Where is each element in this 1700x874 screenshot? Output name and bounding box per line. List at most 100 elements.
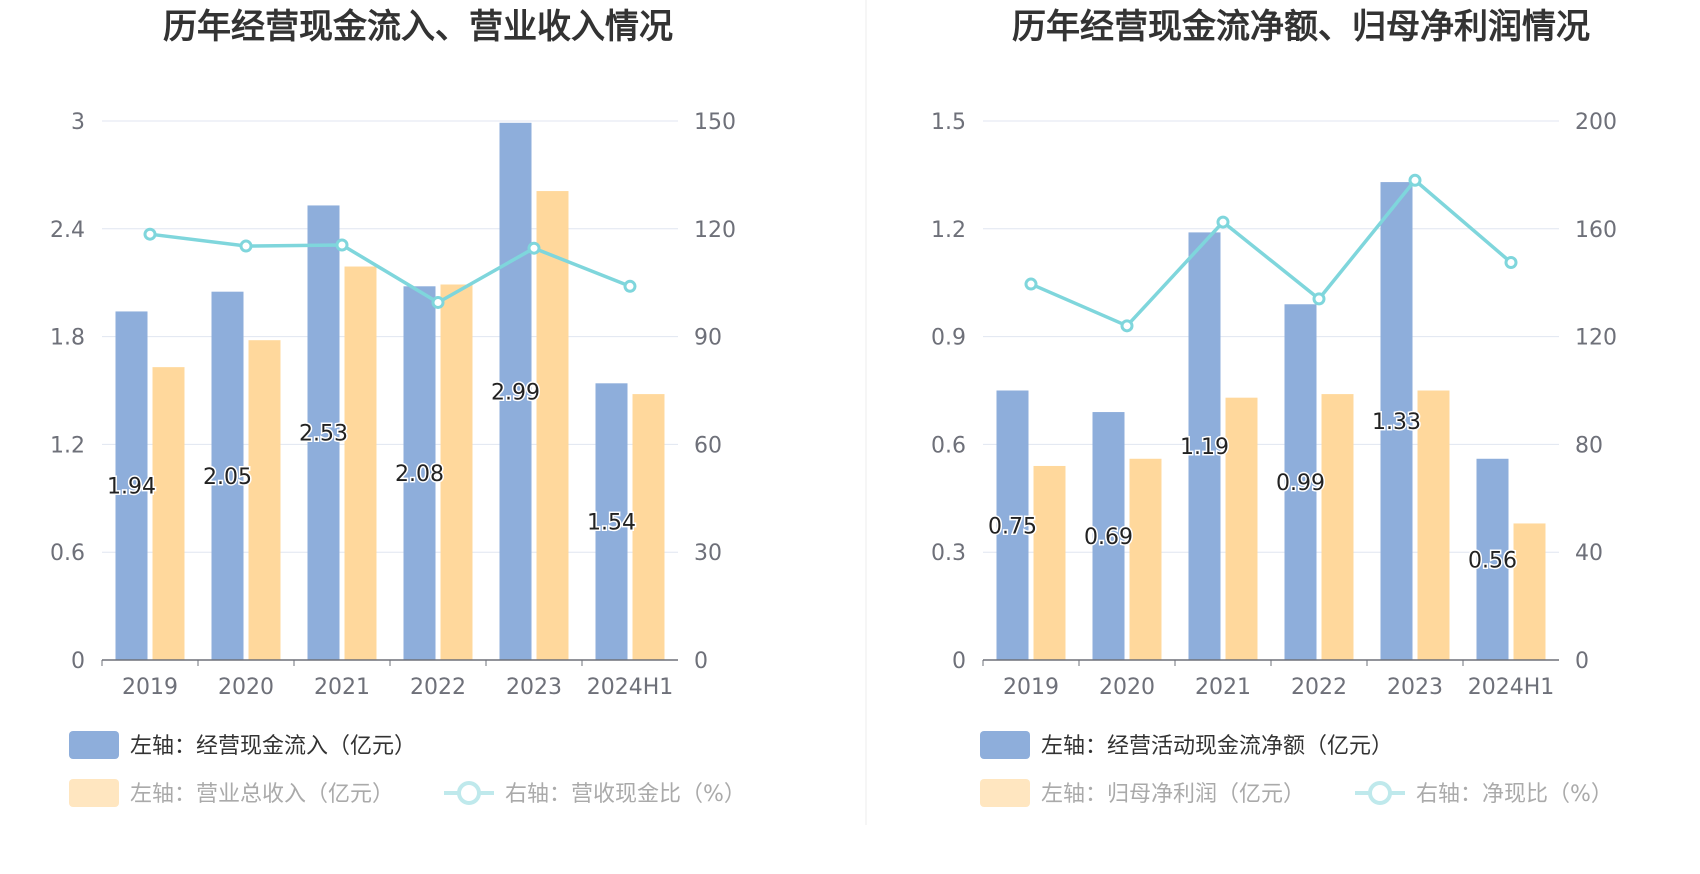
left-axis-tick-label: 1.2 xyxy=(931,218,966,243)
x-axis-tick-label: 2021 xyxy=(1195,675,1251,700)
bar-1-secondary-2019[interactable] xyxy=(1033,465,1066,660)
legend-label: 右轴：净现比（%） xyxy=(1416,782,1613,807)
left-axis-tick-label: 1.2 xyxy=(50,433,85,458)
bar-0-primary-2023[interactable] xyxy=(499,122,532,660)
legend: 左轴：经营活动现金流净额（亿元） 左轴：归母净利润（亿元） 右轴：净现比（%） xyxy=(980,731,1613,807)
data-label: 0.56 xyxy=(1468,548,1517,573)
x-axis-tick-label: 2023 xyxy=(1387,675,1443,700)
legend-label: 左轴：营业总收入（亿元） xyxy=(130,782,394,807)
ratio-point-2021[interactable] xyxy=(1216,215,1230,229)
right-axis-tick-label: 0 xyxy=(694,649,708,674)
bar-1-primary-2023[interactable] xyxy=(1380,182,1413,660)
data-label: 2.08 xyxy=(395,462,444,487)
chart-title: 历年经营现金流净额、归母净利润情况 xyxy=(1012,7,1590,47)
bar-0-secondary-2021[interactable] xyxy=(344,266,377,660)
x-axis-tick-label: 2021 xyxy=(314,675,370,700)
ratio-point-2019[interactable] xyxy=(1024,277,1038,291)
ratio-line xyxy=(149,232,631,305)
x-axis-tick-label: 2023 xyxy=(506,675,562,700)
ratio-point-2020[interactable] xyxy=(239,239,253,253)
legend-item-revenue-cash-ratio[interactable]: 右轴：营收现金比（%） xyxy=(444,781,746,807)
bar-1-secondary-2024H1[interactable] xyxy=(1513,523,1546,660)
left-axis-tick-label: 0 xyxy=(952,649,966,674)
data-label: 1.54 xyxy=(587,511,636,536)
x-axis-tick-label: 2022 xyxy=(1291,675,1347,700)
right-axis-tick-label: 30 xyxy=(694,541,722,566)
data-label: 2.05 xyxy=(203,465,252,490)
ratio-point-2022[interactable] xyxy=(1312,292,1326,306)
x-axis-tick-label: 2024H1 xyxy=(1468,675,1555,700)
left-axis-tick-label: 1.8 xyxy=(50,326,85,351)
cash-inflow-revenue-chart: 历年经营现金流入、营业收入情况 左轴：经营现金流入（亿元） 左轴：营业总收入（亿… xyxy=(50,7,746,807)
right-axis-tick-label: 160 xyxy=(1575,218,1617,243)
bar-0-primary-2022[interactable] xyxy=(403,286,436,660)
legend-label: 左轴：归母净利润（亿元） xyxy=(1041,782,1305,807)
x-axis-tick-label: 2024H1 xyxy=(587,675,674,700)
legend-swatch-bar-primary xyxy=(980,731,1030,759)
data-label: 2.53 xyxy=(299,422,348,447)
ratio-point-2024H1[interactable] xyxy=(1504,255,1518,269)
x-axis-tick-label: 2019 xyxy=(122,675,178,700)
right-axis-tick-label: 150 xyxy=(694,110,736,135)
ratio-point-2022[interactable] xyxy=(431,295,445,309)
right-axis-tick-label: 80 xyxy=(1575,433,1603,458)
right-axis-tick-label: 120 xyxy=(1575,326,1617,351)
data-label: 0.99 xyxy=(1276,471,1325,496)
x-axis-tick-label: 2022 xyxy=(410,675,466,700)
right-axis-tick-label: 200 xyxy=(1575,110,1617,135)
ratio-point-2021[interactable] xyxy=(335,238,349,252)
bar-1-secondary-2023[interactable] xyxy=(1417,390,1450,661)
bar-1-primary-2021[interactable] xyxy=(1188,232,1221,661)
legend-swatch-bar-primary xyxy=(69,731,119,759)
bar-1-primary-2024H1[interactable] xyxy=(1476,458,1509,660)
bar-1-primary-2020[interactable] xyxy=(1092,412,1125,660)
legend-line-marker-icon xyxy=(1368,781,1392,805)
data-label: 1.33 xyxy=(1372,410,1421,435)
bar-0-primary-2019[interactable] xyxy=(115,311,148,660)
right-axis-tick-label: 120 xyxy=(694,218,736,243)
legend-item-net-cash-ratio[interactable]: 右轴：净现比（%） xyxy=(1355,781,1613,807)
bar-1-secondary-2020[interactable] xyxy=(1129,458,1162,660)
bar-0-primary-2024H1[interactable] xyxy=(595,383,628,660)
legend-label: 左轴：经营活动现金流净额（亿元） xyxy=(1041,734,1393,759)
ratio-point-2024H1[interactable] xyxy=(623,279,637,293)
legend-swatch-bar-secondary xyxy=(69,779,119,807)
ratio-point-2020[interactable] xyxy=(1120,319,1134,333)
bar-1-secondary-2022[interactable] xyxy=(1321,394,1354,660)
legend-label: 左轴：经营现金流入（亿元） xyxy=(130,734,416,759)
bar-0-secondary-2024H1[interactable] xyxy=(632,394,665,660)
left-axis-tick-label: 0.3 xyxy=(931,541,966,566)
left-axis-tick-label: 3 xyxy=(71,110,85,135)
legend-line-marker-icon xyxy=(457,781,481,805)
ratio-line xyxy=(1030,177,1513,328)
x-axis-tick-label: 2020 xyxy=(1099,675,1155,700)
bar-0-primary-2021[interactable] xyxy=(307,205,340,660)
left-axis-tick-label: 0.6 xyxy=(931,433,966,458)
ratio-point-2023[interactable] xyxy=(527,241,541,255)
x-axis-tick-label: 2020 xyxy=(218,675,274,700)
bar-1-primary-2022[interactable] xyxy=(1284,304,1317,660)
legend-item-cash-inflow[interactable]: 左轴：经营现金流入（亿元） xyxy=(69,731,416,759)
bar-0-secondary-2020[interactable] xyxy=(248,340,281,660)
left-axis-tick-label: 2.4 xyxy=(50,218,85,243)
right-axis-tick-label: 60 xyxy=(694,433,722,458)
right-axis-tick-label: 40 xyxy=(1575,541,1603,566)
ratio-point-2019[interactable] xyxy=(143,227,157,241)
left-axis-tick-label: 0 xyxy=(71,649,85,674)
bar-0-secondary-2022[interactable] xyxy=(440,284,473,660)
bar-0-secondary-2019[interactable] xyxy=(152,367,185,660)
bar-0-secondary-2023[interactable] xyxy=(536,191,569,660)
left-axis-tick-label: 0.9 xyxy=(931,326,966,351)
bar-1-secondary-2021[interactable] xyxy=(1225,397,1258,660)
right-axis-tick-label: 90 xyxy=(694,326,722,351)
bar-1-primary-2019[interactable] xyxy=(996,390,1029,661)
legend-item-net-operating-cashflow[interactable]: 左轴：经营活动现金流净额（亿元） xyxy=(980,731,1393,759)
data-label: 1.19 xyxy=(1180,435,1229,460)
legend-swatch-bar-secondary xyxy=(980,779,1030,807)
net-cashflow-net-profit-chart: 历年经营现金流净额、归母净利润情况 左轴：经营活动现金流净额（亿元） 左轴：归母… xyxy=(931,7,1617,807)
bar-0-primary-2020[interactable] xyxy=(211,291,244,660)
legend-item-net-profit[interactable]: 左轴：归母净利润（亿元） xyxy=(980,779,1305,807)
ratio-point-2023[interactable] xyxy=(1408,173,1422,187)
legend-item-total-revenue[interactable]: 左轴：营业总收入（亿元） xyxy=(69,779,394,807)
